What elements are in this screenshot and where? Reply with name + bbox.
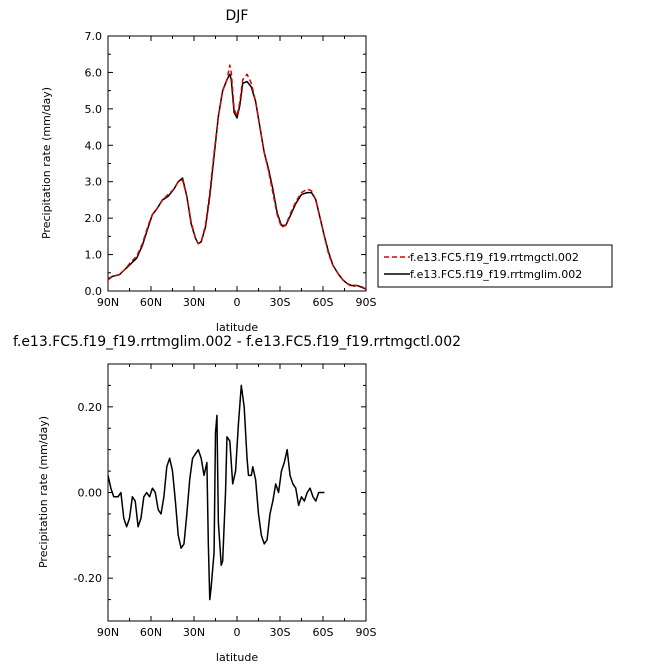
- bottom-x-tick-label: 60N: [140, 626, 162, 639]
- top-panel: DJF 90N 60N 30N 0 30S 60S 90S 0.0 1.0 2.0 3.0 4.0 5…: [40, 8, 613, 334]
- bottom-y-tick-label: 0.20: [78, 401, 103, 414]
- bottom-x-tick-label: 90S: [356, 626, 377, 639]
- top-y-tick-label: 6.0: [85, 66, 103, 79]
- legend-label-lim: f.e13.FC5.f19_f19.rrtmglim.002: [410, 268, 582, 281]
- bottom-y-tick-label: -0.20: [74, 572, 102, 585]
- bottom-series-lines: [107, 384, 325, 601]
- top-y-tick-label: 0.0: [85, 285, 103, 298]
- top-y-tick-label: 7.0: [85, 30, 103, 43]
- bottom-y-label: Precipitation rate (mm/day): [37, 416, 50, 568]
- bottom-title: f.e13.FC5.f19_f19.rrtmglim.002 - f.e13.F…: [13, 334, 461, 350]
- top-y-tick-label: 4.0: [85, 139, 103, 152]
- top-series-line-0: [107, 64, 367, 290]
- top-x-tick-label: 60S: [313, 296, 334, 309]
- bottom-x-tick-label: 30N: [183, 626, 205, 639]
- top-x-tick-label: 90S: [356, 296, 377, 309]
- top-y-axis: 0.0 1.0 2.0 3.0 4.0 5.0 6.0 7.0: [85, 30, 366, 298]
- top-x-tick-label: 30S: [270, 296, 291, 309]
- top-series-line-1: [107, 73, 367, 290]
- bottom-y-axis: -0.20 0.00 0.20: [74, 363, 366, 622]
- top-plot-frame: [107, 35, 367, 292]
- bottom-x-tick-label: 60S: [313, 626, 334, 639]
- top-x-tick-label: 30N: [183, 296, 205, 309]
- top-x-label: latitude: [216, 321, 258, 334]
- top-series-lines: [107, 64, 367, 290]
- bottom-x-label: latitude: [216, 651, 258, 664]
- top-x-tick-label: 90N: [97, 296, 119, 309]
- top-y-tick-label: 1.0: [85, 249, 103, 262]
- legend-box: [377, 244, 613, 288]
- top-y-tick-label: 3.0: [85, 176, 103, 189]
- top-x-axis: 90N 60N 30N 0 30S 60S 90S: [97, 36, 377, 309]
- top-y-label: Precipitation rate (mm/day): [40, 87, 53, 239]
- bottom-series-line-0: [107, 384, 325, 601]
- bottom-x-axis: 90N 60N 30N 0 30S 60S 90S: [97, 364, 377, 639]
- bottom-x-tick-label: 0: [234, 626, 241, 639]
- top-title: DJF: [226, 8, 249, 24]
- bottom-x-tick-label: 90N: [97, 626, 119, 639]
- top-y-tick-label: 5.0: [85, 103, 103, 116]
- bottom-y-tick-label: 0.00: [78, 487, 103, 500]
- legend: f.e13.FC5.f19_f19.rrtmgctl.002 f.e13.FC5…: [377, 244, 613, 288]
- legend-label-ctl: f.e13.FC5.f19_f19.rrtmgctl.002: [410, 251, 579, 264]
- bottom-panel: f.e13.FC5.f19_f19.rrtmglim.002 - f.e13.F…: [13, 334, 461, 664]
- bottom-x-tick-label: 30S: [270, 626, 291, 639]
- top-x-tick-label: 60N: [140, 296, 162, 309]
- top-x-tick-label: 0: [234, 296, 241, 309]
- top-y-tick-label: 2.0: [85, 212, 103, 225]
